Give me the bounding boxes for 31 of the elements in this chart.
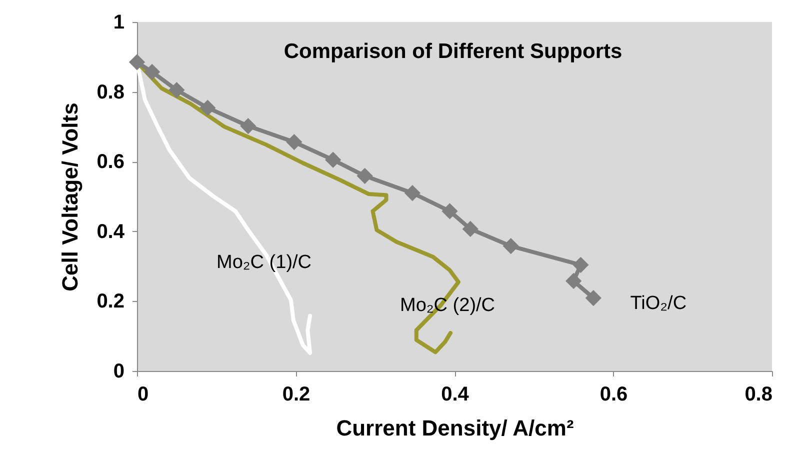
point xyxy=(168,82,185,98)
point xyxy=(442,203,458,220)
point xyxy=(200,100,216,116)
point xyxy=(566,272,582,290)
point xyxy=(286,134,302,150)
series-label: Mo₂C (1)/C xyxy=(216,252,312,273)
series-label: TiO₂/C xyxy=(630,293,687,314)
x-tick-label: 0.2 xyxy=(282,384,310,406)
x-tick-label: 0.4 xyxy=(441,384,470,406)
point xyxy=(144,64,160,80)
point xyxy=(585,290,602,306)
point xyxy=(572,256,589,273)
y-tick-label: 0.6 xyxy=(96,151,124,174)
x-tick-label: 0.8 xyxy=(744,384,772,406)
y-tick-label: 0 xyxy=(113,360,124,382)
y-tick-label: 0.2 xyxy=(96,290,124,313)
x-tick-label: 0 xyxy=(138,384,149,406)
y-axis-title: Cell Voltage/ Volts xyxy=(58,102,83,292)
point xyxy=(502,238,519,254)
point xyxy=(356,168,373,184)
y-tick-label: 0.4 xyxy=(96,220,126,243)
y-tick-label: 0.8 xyxy=(96,81,124,104)
point xyxy=(240,118,256,134)
point xyxy=(128,54,146,70)
point xyxy=(404,184,420,202)
y-tick-label: 1 xyxy=(113,12,124,34)
point xyxy=(324,152,342,168)
x-tick-label: 0.6 xyxy=(600,384,628,406)
x-axis-title: Current Density/ A/cm² xyxy=(336,416,574,440)
text: Comparison of Different Supports xyxy=(284,40,622,63)
point xyxy=(462,220,478,238)
